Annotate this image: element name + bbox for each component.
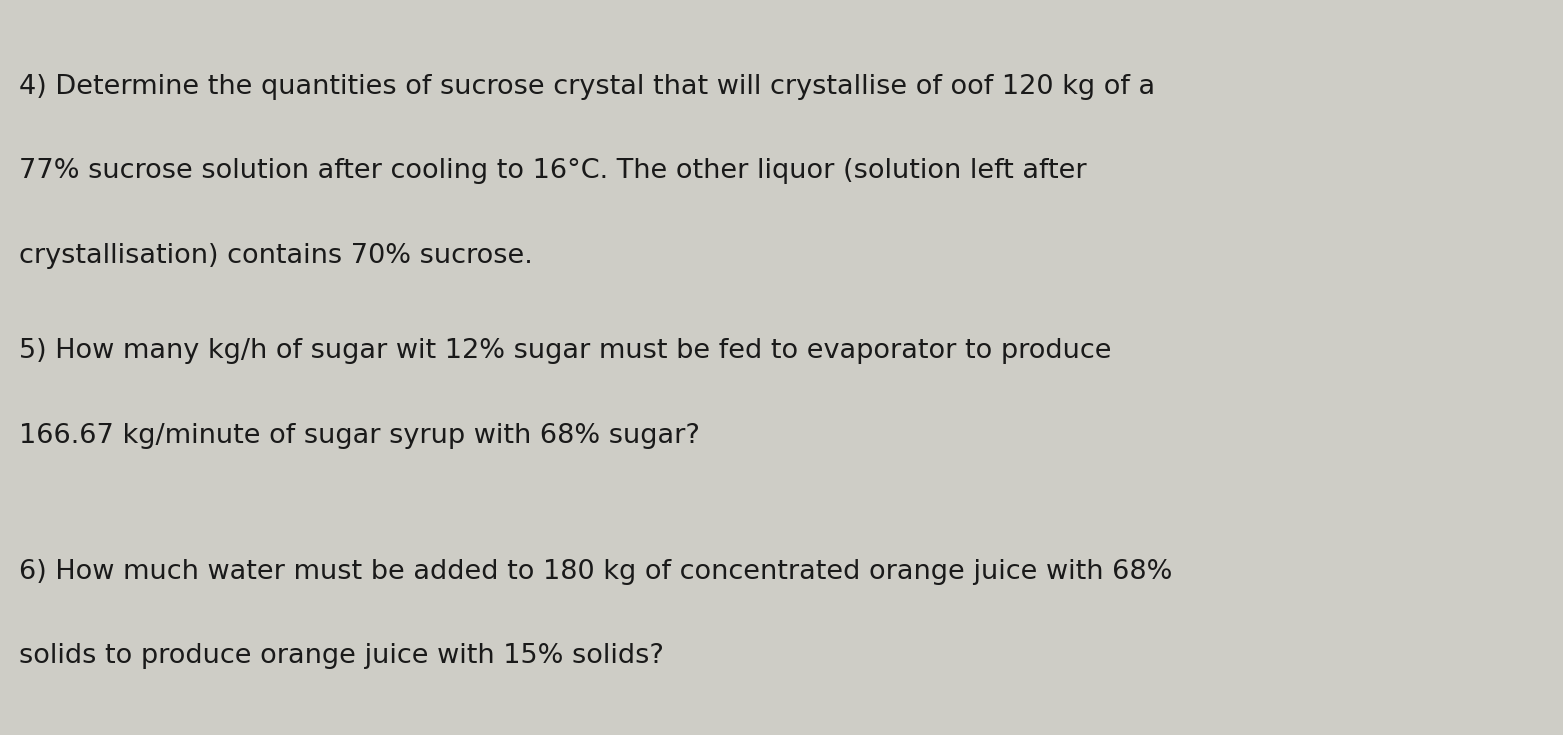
Text: 6) How much water must be added to 180 kg of concentrated orange juice with 68%: 6) How much water must be added to 180 k… (19, 559, 1172, 584)
Text: 4) Determine the quantities of sucrose crystal that will crystallise of oof 120 : 4) Determine the quantities of sucrose c… (19, 74, 1155, 99)
Text: crystallisation) contains 70% sucrose.: crystallisation) contains 70% sucrose. (19, 243, 533, 268)
Text: 5) How many kg/h of sugar wit 12% sugar must be fed to evaporator to produce: 5) How many kg/h of sugar wit 12% sugar … (19, 338, 1111, 364)
Text: 77% sucrose solution after cooling to 16°C. The other liquor (solution left afte: 77% sucrose solution after cooling to 16… (19, 158, 1086, 184)
Text: 166.67 kg/minute of sugar syrup with 68% sugar?: 166.67 kg/minute of sugar syrup with 68%… (19, 423, 700, 448)
Text: solids to produce orange juice with 15% solids?: solids to produce orange juice with 15% … (19, 643, 664, 669)
